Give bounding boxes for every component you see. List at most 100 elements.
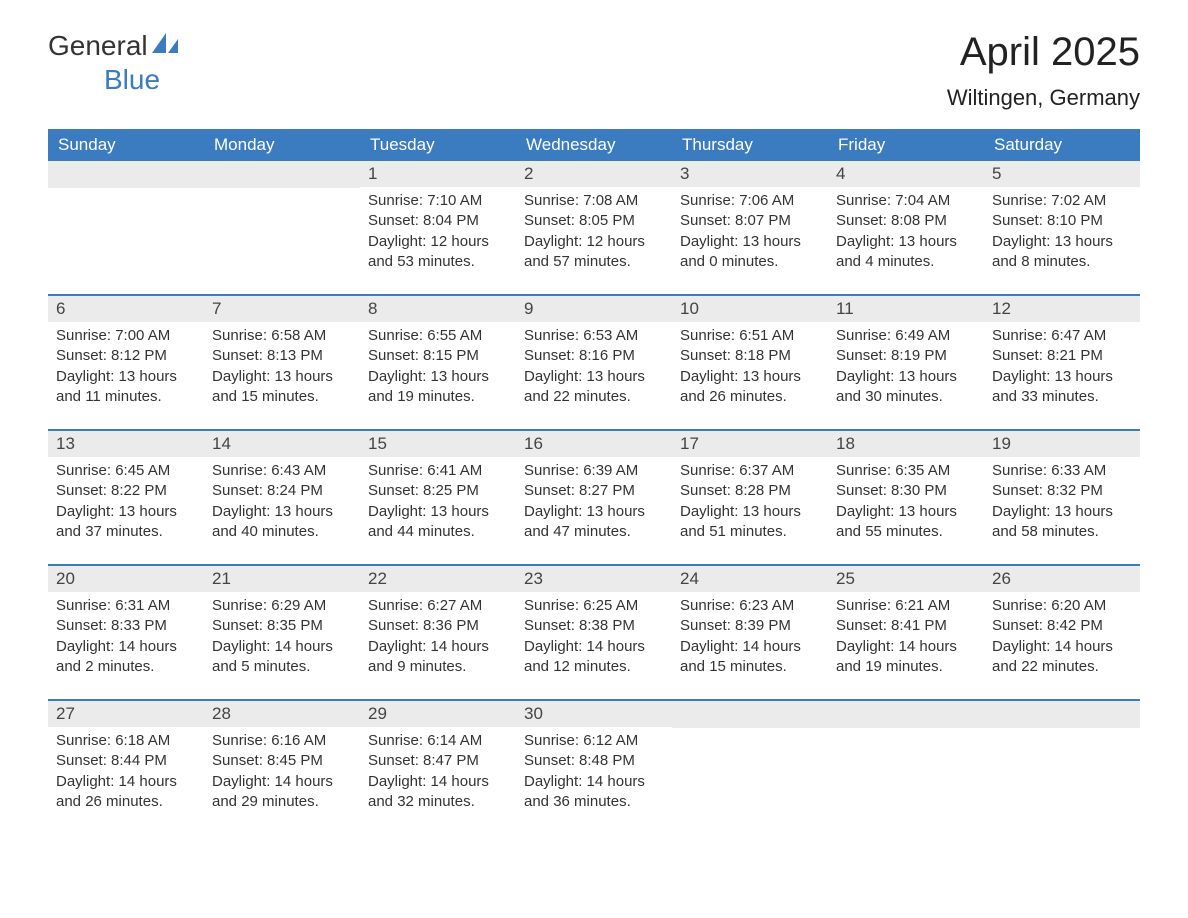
day-number: 13 <box>48 431 204 457</box>
day-cell: 19Sunrise: 6:33 AMSunset: 8:32 PMDayligh… <box>984 431 1140 546</box>
day-number: 4 <box>828 161 984 187</box>
logo: General Blue <box>48 30 180 96</box>
daylight-text: Daylight: 13 hours and 19 minutes. <box>368 367 508 408</box>
day-cell: 16Sunrise: 6:39 AMSunset: 8:27 PMDayligh… <box>516 431 672 546</box>
day-cell: 28Sunrise: 6:16 AMSunset: 8:45 PMDayligh… <box>204 701 360 816</box>
day-number: 10 <box>672 296 828 322</box>
day-content: Sunrise: 6:53 AMSunset: 8:16 PMDaylight:… <box>516 322 672 411</box>
sunrise-text: Sunrise: 7:04 AM <box>836 191 976 211</box>
sunset-text: Sunset: 8:39 PM <box>680 616 820 636</box>
day-content: Sunrise: 6:47 AMSunset: 8:21 PMDaylight:… <box>984 322 1140 411</box>
sunset-text: Sunset: 8:48 PM <box>524 751 664 771</box>
daylight-text: Daylight: 14 hours and 19 minutes. <box>836 637 976 678</box>
sunrise-text: Sunrise: 6:58 AM <box>212 326 352 346</box>
logo-text-general: General <box>48 30 148 62</box>
day-content: Sunrise: 6:41 AMSunset: 8:25 PMDaylight:… <box>360 457 516 546</box>
day-number: 27 <box>48 701 204 727</box>
day-cell: 17Sunrise: 6:37 AMSunset: 8:28 PMDayligh… <box>672 431 828 546</box>
day-content: Sunrise: 6:35 AMSunset: 8:30 PMDaylight:… <box>828 457 984 546</box>
daylight-text: Daylight: 14 hours and 9 minutes. <box>368 637 508 678</box>
sunrise-text: Sunrise: 6:37 AM <box>680 461 820 481</box>
daylight-text: Daylight: 13 hours and 40 minutes. <box>212 502 352 543</box>
day-content: Sunrise: 6:39 AMSunset: 8:27 PMDaylight:… <box>516 457 672 546</box>
day-content: Sunrise: 7:06 AMSunset: 8:07 PMDaylight:… <box>672 187 828 276</box>
day-content: Sunrise: 6:25 AMSunset: 8:38 PMDaylight:… <box>516 592 672 681</box>
daylight-text: Daylight: 13 hours and 44 minutes. <box>368 502 508 543</box>
day-number <box>204 161 360 188</box>
sunrise-text: Sunrise: 6:21 AM <box>836 596 976 616</box>
day-number: 11 <box>828 296 984 322</box>
sunset-text: Sunset: 8:19 PM <box>836 346 976 366</box>
daylight-text: Daylight: 14 hours and 15 minutes. <box>680 637 820 678</box>
week-row: 20Sunrise: 6:31 AMSunset: 8:33 PMDayligh… <box>48 564 1140 681</box>
sunrise-text: Sunrise: 7:08 AM <box>524 191 664 211</box>
day-content: Sunrise: 7:00 AMSunset: 8:12 PMDaylight:… <box>48 322 204 411</box>
sunset-text: Sunset: 8:24 PM <box>212 481 352 501</box>
sunrise-text: Sunrise: 6:43 AM <box>212 461 352 481</box>
sunrise-text: Sunrise: 6:31 AM <box>56 596 196 616</box>
sunrise-text: Sunrise: 6:16 AM <box>212 731 352 751</box>
week-row: 27Sunrise: 6:18 AMSunset: 8:44 PMDayligh… <box>48 699 1140 816</box>
sunrise-text: Sunrise: 6:47 AM <box>992 326 1132 346</box>
daylight-text: Daylight: 12 hours and 57 minutes. <box>524 232 664 273</box>
day-number <box>48 161 204 188</box>
logo-text-blue: Blue <box>104 64 160 96</box>
day-cell: 20Sunrise: 6:31 AMSunset: 8:33 PMDayligh… <box>48 566 204 681</box>
sunrise-text: Sunrise: 7:10 AM <box>368 191 508 211</box>
daylight-text: Daylight: 14 hours and 29 minutes. <box>212 772 352 813</box>
sunset-text: Sunset: 8:38 PM <box>524 616 664 636</box>
day-content: Sunrise: 6:58 AMSunset: 8:13 PMDaylight:… <box>204 322 360 411</box>
sunset-text: Sunset: 8:12 PM <box>56 346 196 366</box>
day-content: Sunrise: 6:43 AMSunset: 8:24 PMDaylight:… <box>204 457 360 546</box>
day-number: 28 <box>204 701 360 727</box>
day-number: 5 <box>984 161 1140 187</box>
day-cell: 22Sunrise: 6:27 AMSunset: 8:36 PMDayligh… <box>360 566 516 681</box>
day-header: Monday <box>204 129 360 161</box>
day-cell <box>828 701 984 816</box>
day-number: 12 <box>984 296 1140 322</box>
sunrise-text: Sunrise: 7:06 AM <box>680 191 820 211</box>
day-number: 2 <box>516 161 672 187</box>
day-number: 29 <box>360 701 516 727</box>
day-content: Sunrise: 6:18 AMSunset: 8:44 PMDaylight:… <box>48 727 204 816</box>
daylight-text: Daylight: 13 hours and 26 minutes. <box>680 367 820 408</box>
sunrise-text: Sunrise: 6:27 AM <box>368 596 508 616</box>
day-cell: 21Sunrise: 6:29 AMSunset: 8:35 PMDayligh… <box>204 566 360 681</box>
day-content: Sunrise: 6:27 AMSunset: 8:36 PMDaylight:… <box>360 592 516 681</box>
day-number: 18 <box>828 431 984 457</box>
day-header: Friday <box>828 129 984 161</box>
daylight-text: Daylight: 14 hours and 5 minutes. <box>212 637 352 678</box>
sunset-text: Sunset: 8:25 PM <box>368 481 508 501</box>
sunrise-text: Sunrise: 6:29 AM <box>212 596 352 616</box>
day-number: 30 <box>516 701 672 727</box>
daylight-text: Daylight: 13 hours and 55 minutes. <box>836 502 976 543</box>
day-cell: 6Sunrise: 7:00 AMSunset: 8:12 PMDaylight… <box>48 296 204 411</box>
sunrise-text: Sunrise: 6:45 AM <box>56 461 196 481</box>
day-content: Sunrise: 6:37 AMSunset: 8:28 PMDaylight:… <box>672 457 828 546</box>
day-cell: 23Sunrise: 6:25 AMSunset: 8:38 PMDayligh… <box>516 566 672 681</box>
day-cell <box>984 701 1140 816</box>
daylight-text: Daylight: 13 hours and 4 minutes. <box>836 232 976 273</box>
day-cell: 11Sunrise: 6:49 AMSunset: 8:19 PMDayligh… <box>828 296 984 411</box>
day-cell: 5Sunrise: 7:02 AMSunset: 8:10 PMDaylight… <box>984 161 1140 276</box>
sunset-text: Sunset: 8:10 PM <box>992 211 1132 231</box>
title-block: April 2025 Wiltingen, Germany <box>947 30 1140 111</box>
week-row: 1Sunrise: 7:10 AMSunset: 8:04 PMDaylight… <box>48 161 1140 276</box>
day-content: Sunrise: 6:29 AMSunset: 8:35 PMDaylight:… <box>204 592 360 681</box>
day-number: 14 <box>204 431 360 457</box>
day-cell: 25Sunrise: 6:21 AMSunset: 8:41 PMDayligh… <box>828 566 984 681</box>
sunset-text: Sunset: 8:33 PM <box>56 616 196 636</box>
day-cell: 18Sunrise: 6:35 AMSunset: 8:30 PMDayligh… <box>828 431 984 546</box>
sunrise-text: Sunrise: 7:02 AM <box>992 191 1132 211</box>
logo-sail-icon <box>152 33 180 60</box>
sunset-text: Sunset: 8:44 PM <box>56 751 196 771</box>
day-content: Sunrise: 7:04 AMSunset: 8:08 PMDaylight:… <box>828 187 984 276</box>
day-cell: 9Sunrise: 6:53 AMSunset: 8:16 PMDaylight… <box>516 296 672 411</box>
calendar-body: 1Sunrise: 7:10 AMSunset: 8:04 PMDaylight… <box>48 161 1140 816</box>
sunset-text: Sunset: 8:05 PM <box>524 211 664 231</box>
sunrise-text: Sunrise: 6:18 AM <box>56 731 196 751</box>
sunset-text: Sunset: 8:28 PM <box>680 481 820 501</box>
day-cell: 12Sunrise: 6:47 AMSunset: 8:21 PMDayligh… <box>984 296 1140 411</box>
calendar-header-row: SundayMondayTuesdayWednesdayThursdayFrid… <box>48 129 1140 161</box>
day-cell: 14Sunrise: 6:43 AMSunset: 8:24 PMDayligh… <box>204 431 360 546</box>
